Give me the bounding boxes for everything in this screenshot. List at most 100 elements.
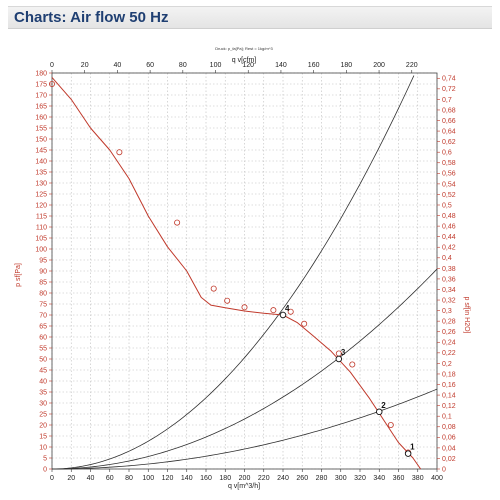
- page-title: Charts: Air flow 50 Hz: [14, 9, 169, 26]
- x-bottom-tick-label: 300: [335, 475, 347, 482]
- fan-curve-marker: [224, 297, 231, 304]
- y-left-tick-label: 75: [39, 301, 47, 308]
- y-right-tick-label: 0,62: [442, 139, 456, 146]
- x-bottom-tick-label: 180: [219, 475, 231, 482]
- y-right-tick-label: 0,22: [442, 350, 456, 357]
- y-right-tick-label: 0,46: [442, 224, 456, 231]
- y-right-tick-label: 0,32: [442, 297, 456, 304]
- y-left-tick-label: 5: [43, 455, 47, 462]
- y-left-tick-label: 15: [39, 433, 47, 440]
- x-top-tick-label: 220: [406, 62, 418, 69]
- fan-curve-group: [49, 77, 422, 470]
- y-left-tick-label: 180: [35, 70, 47, 77]
- operating-point-label: 4: [285, 304, 290, 313]
- x-bottom-tick-label: 200: [239, 475, 251, 482]
- x-bottom-tick-label: 360: [393, 475, 405, 482]
- y-right-tick-label: 0: [442, 466, 446, 473]
- grid-lines: [51, 72, 438, 470]
- y-left-tick-label: 105: [35, 235, 47, 242]
- x-bottom-tick-label: 320: [354, 475, 366, 482]
- fan-curve-marker: [174, 219, 181, 226]
- y-left-tick-label: 25: [39, 411, 47, 418]
- y-right-tick-label: 0,34: [442, 287, 456, 294]
- x-bottom-tick-label: 400: [431, 475, 443, 482]
- x-bottom-tick-label: 80: [125, 475, 133, 482]
- x-bottom-tick-label: 260: [296, 475, 308, 482]
- x-top-tick-label: 100: [210, 62, 222, 69]
- y-left-tick-label: 155: [35, 125, 47, 132]
- x-bottom-tick-label: 40: [87, 475, 95, 482]
- y-left-tick-label: 140: [35, 158, 47, 165]
- y-right-tick-label: 0,54: [442, 181, 456, 188]
- y-right-tick-label: 0,16: [442, 382, 456, 389]
- y-right-tick-label: 0,72: [442, 86, 456, 93]
- y-right-tick-label: 0,56: [442, 171, 456, 178]
- x-top-tick-label: 120: [242, 62, 254, 69]
- y-left-tick-label: 35: [39, 389, 47, 396]
- y-right-tick-label: 0,74: [442, 76, 456, 83]
- operating-point-label: 2: [381, 401, 386, 410]
- x-bottom-tick-label: 60: [106, 475, 114, 482]
- y-right-tick-label: 0,64: [442, 128, 456, 135]
- system-curve-line: [51, 388, 438, 470]
- y-left-tick-label: 145: [35, 147, 47, 154]
- x-top-tick-label: 80: [179, 62, 187, 69]
- fan-curve-marker: [349, 361, 356, 368]
- y-left-tick-label: 10: [39, 444, 47, 451]
- x-bottom-tick-label: 220: [258, 475, 270, 482]
- y-left-tick-label: 85: [39, 279, 47, 286]
- operating-point-label: 1: [410, 443, 415, 452]
- y-left-tick-label: 45: [39, 367, 47, 374]
- y-left-tick-label: 100: [35, 246, 47, 253]
- x-top-tick-label: 60: [146, 62, 154, 69]
- y-left-tick-label: 80: [39, 290, 47, 297]
- y-right-tick-label: 0,14: [442, 392, 456, 399]
- operating-point: [279, 311, 287, 319]
- y-right-tick-label: 0,58: [442, 160, 456, 167]
- y-left-tick-label: 175: [35, 81, 47, 88]
- y-right-tick-label: 0,66: [442, 118, 456, 125]
- x-top-axis-label: q v[cfm]: [232, 57, 257, 64]
- operating-point: [376, 408, 383, 416]
- y-left-tick-label: 165: [35, 103, 47, 110]
- y-left-tick-label: 115: [36, 213, 47, 220]
- system-curves: [51, 75, 438, 470]
- y-right-tick-label: 0,1: [442, 414, 452, 421]
- y-right-tick-label: 0,26: [442, 329, 456, 336]
- y-left-tick-label: 60: [39, 334, 47, 341]
- y-left-tick-label: 50: [39, 356, 47, 363]
- x-bottom-tick-label: 100: [142, 475, 154, 482]
- fan-curve-marker: [116, 149, 123, 156]
- y-left-tick-label: 40: [39, 378, 47, 385]
- y-right-tick-label: 0,42: [442, 245, 456, 252]
- x-bottom-tick-label: 280: [316, 475, 328, 482]
- y-left-tick-label: 90: [39, 268, 47, 275]
- fan-curve-marker: [241, 304, 248, 311]
- x-bottom-axis-label: q v[m^3/h]: [228, 483, 260, 490]
- y-right-tick-label: 0,5: [442, 202, 452, 209]
- chart-header-bar: Charts: Air flow 50 Hz: [8, 6, 492, 29]
- y-left-tick-label: 130: [35, 180, 47, 187]
- x-top-tick-label: 40: [114, 62, 122, 69]
- y-left-tick-label: 30: [39, 400, 47, 407]
- y-right-axis-label: p sf[in H2O]: [463, 297, 470, 334]
- y-left-tick-label: 95: [39, 257, 47, 264]
- fan-curve-line: [51, 77, 422, 470]
- x-bottom-tick-label: 340: [373, 475, 385, 482]
- y-right-tick-label: 0,7: [442, 97, 452, 104]
- x-top-tick-label: 20: [81, 62, 89, 69]
- x-bottom-tick-label: 20: [67, 475, 75, 482]
- y-left-tick-label: 150: [35, 136, 47, 143]
- y-right-tick-label: 0,3: [442, 308, 452, 315]
- y-left-tick-label: 120: [35, 202, 47, 209]
- y-right-tick-label: 0,04: [442, 445, 456, 452]
- y-right-tick-label: 0,06: [442, 435, 456, 442]
- y-left-axis-label: p sf[Pa]: [15, 263, 22, 287]
- y-right-tick-label: 0,38: [442, 266, 456, 273]
- y-left-tick-label: 0: [43, 466, 47, 473]
- y-right-tick-label: 0,24: [442, 340, 456, 347]
- fan-curve-marker: [301, 320, 308, 327]
- y-left-tick-label: 135: [35, 169, 47, 176]
- air-flow-chart: Druck: p_fa[Pa]; Rest = 1kg/m^3 q v[cfm]…: [15, 46, 470, 490]
- x-bottom-tick-label: 240: [277, 475, 289, 482]
